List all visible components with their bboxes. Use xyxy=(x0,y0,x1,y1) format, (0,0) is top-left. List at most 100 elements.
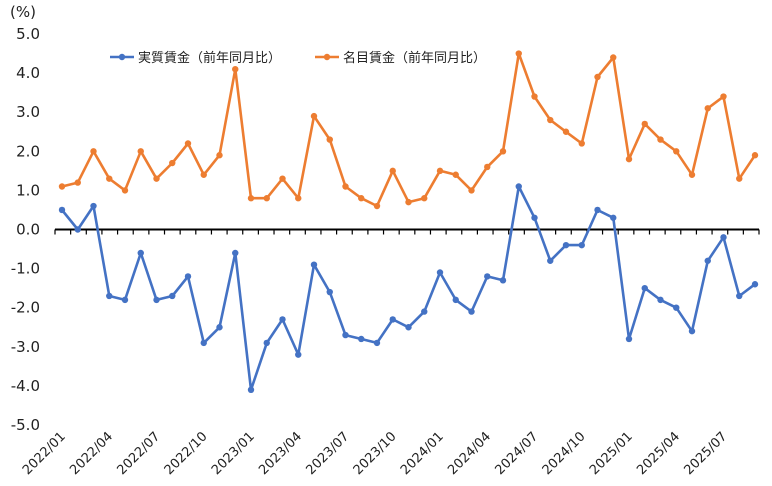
data-point xyxy=(578,140,585,147)
data-point xyxy=(137,148,144,155)
data-point xyxy=(342,331,349,339)
data-point xyxy=(326,288,333,296)
data-point xyxy=(279,175,286,182)
data-point xyxy=(247,386,255,394)
data-point xyxy=(625,155,633,163)
data-point xyxy=(594,206,601,214)
data-point xyxy=(515,183,522,190)
data-point xyxy=(169,292,176,300)
series-1 xyxy=(58,183,759,394)
x-tick-label: 2024/10 xyxy=(540,429,589,478)
data-point xyxy=(216,152,223,159)
data-point xyxy=(515,50,522,57)
data-point xyxy=(106,175,113,182)
x-tick-label: 2022/10 xyxy=(162,429,211,478)
data-point xyxy=(358,335,365,343)
data-point xyxy=(657,296,664,304)
legend: 実質賃金（前年同月比） 名目賃金（前年同月比） xyxy=(110,50,486,66)
x-tick-label: 2022/04 xyxy=(67,429,116,478)
data-point xyxy=(673,148,680,155)
data-point xyxy=(153,175,160,182)
data-point xyxy=(641,284,648,292)
data-point xyxy=(610,214,617,221)
data-point xyxy=(200,171,207,178)
y-tick-label: 2.0 xyxy=(16,142,40,160)
data-point xyxy=(688,171,696,178)
data-point xyxy=(468,187,475,194)
legend-item: 実質賃金（前年同月比） xyxy=(110,50,281,66)
data-point xyxy=(358,195,365,202)
y-tick-label: 0.0 xyxy=(16,221,40,239)
data-point xyxy=(625,335,633,343)
y-tick-label: 3.0 xyxy=(16,103,40,121)
y-tick-label: 1.0 xyxy=(16,181,40,199)
data-point xyxy=(610,54,617,61)
data-point xyxy=(421,195,428,202)
legend-item: 名目賃金（前年同月比） xyxy=(315,50,486,66)
series-line xyxy=(60,185,756,392)
data-point xyxy=(657,136,664,143)
data-point xyxy=(468,308,475,315)
data-point xyxy=(436,167,444,175)
data-point xyxy=(499,277,507,284)
data-point xyxy=(279,316,286,323)
data-point xyxy=(169,159,176,167)
data-point xyxy=(421,308,428,315)
y-axis-unit-label: (%) xyxy=(10,3,36,21)
data-point xyxy=(232,65,239,73)
data-point xyxy=(310,112,318,120)
data-point xyxy=(326,136,333,143)
x-tick-label: 2023/07 xyxy=(304,429,353,478)
x-axis: 2022/012022/042022/072022/102023/012023/… xyxy=(20,429,730,478)
data-point xyxy=(720,93,727,100)
data-point xyxy=(342,183,349,190)
data-point xyxy=(184,273,192,280)
x-tick-label: 2024/04 xyxy=(445,429,494,478)
data-point xyxy=(531,214,538,221)
data-point xyxy=(373,202,381,210)
x-tick-label: 2024/01 xyxy=(398,429,447,478)
data-point xyxy=(499,148,507,155)
legend-label: 名目賃金（前年同月比） xyxy=(343,50,486,66)
x-tick-label: 2022/07 xyxy=(115,429,164,478)
data-point xyxy=(594,73,601,81)
data-point xyxy=(736,175,743,182)
data-point xyxy=(704,257,711,264)
data-point xyxy=(751,281,759,288)
data-point xyxy=(200,339,207,347)
data-point xyxy=(295,195,302,202)
data-point xyxy=(263,195,270,202)
y-axis: (%) 5.0 4.0 3.0 2.0 1.0 0.0 -1.0 -2.0 -3.0 -4.0 -5.… xyxy=(10,3,40,434)
data-point xyxy=(58,206,66,214)
y-tick-label: -5.0 xyxy=(11,416,40,434)
data-point xyxy=(184,140,192,147)
x-tick-label: 2022/01 xyxy=(20,429,69,478)
data-point xyxy=(751,152,759,159)
data-point xyxy=(405,198,412,206)
legend-label: 実質賃金（前年同月比） xyxy=(138,50,281,66)
data-point xyxy=(121,187,129,194)
data-point xyxy=(373,339,381,347)
data-point xyxy=(452,171,459,178)
data-point xyxy=(153,296,160,304)
legend-marker xyxy=(118,53,126,61)
data-point xyxy=(562,128,570,135)
series-line xyxy=(61,52,757,208)
data-point xyxy=(90,202,97,210)
x-tick-label: 2023/01 xyxy=(209,429,258,478)
data-point xyxy=(310,261,318,268)
data-point xyxy=(704,105,711,112)
data-point xyxy=(484,273,491,280)
zero-axis xyxy=(54,228,760,235)
data-point xyxy=(547,257,554,264)
data-point xyxy=(562,241,570,249)
y-tick-label: -3.0 xyxy=(11,338,40,356)
y-tick-label: 4.0 xyxy=(16,64,40,82)
data-point xyxy=(720,234,727,241)
data-point xyxy=(641,120,648,128)
data-point xyxy=(547,116,554,124)
data-point xyxy=(405,324,412,331)
x-tick-label: 2023/04 xyxy=(256,429,305,478)
data-point xyxy=(295,351,302,358)
